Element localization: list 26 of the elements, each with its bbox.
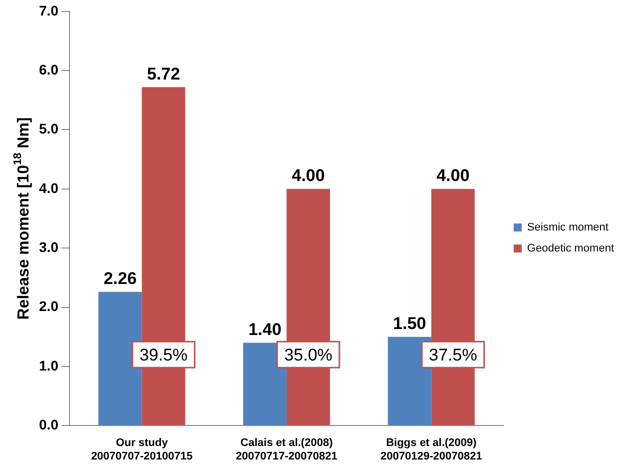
y-tick-label: 2.0	[38, 298, 59, 314]
annotation: 39.5%	[139, 345, 188, 364]
y-tick-label: 1.0	[38, 357, 59, 374]
legend-label: Seismic moment	[527, 222, 608, 234]
data-label: 5.72	[146, 64, 180, 84]
data-label: 1.40	[248, 320, 282, 339]
y-tick-label: 3.0	[38, 238, 59, 255]
data-label: 4.00	[292, 166, 325, 186]
x-tick-label: Biggs et al.(2009) 20070129-20070821	[380, 437, 482, 462]
bar	[98, 292, 142, 426]
y-tick-label: 0.0	[38, 416, 59, 432]
data-label: 1.50	[393, 314, 426, 334]
data-label: 2.26	[104, 269, 137, 288]
x-tick-label: Our study 20070707-20100715	[91, 437, 193, 462]
annotation: 35.0%	[284, 345, 332, 364]
bar	[388, 336, 432, 426]
y-tick-label: 7.0	[38, 2, 59, 18]
y-axis-title: Release moment [1018 Nm]	[12, 117, 32, 320]
y-tick-label: 5.0	[38, 120, 59, 137]
y-tick-label: 4.0	[38, 180, 59, 196]
x-tick-label: Calais et al.(2008) 20070717-20070821	[236, 437, 338, 462]
legend-label: Geodetic moment	[527, 242, 614, 255]
y-tick-label: 6.0	[38, 61, 59, 78]
bar	[243, 342, 287, 426]
data-label: 4.00	[436, 166, 470, 186]
annotation: 37.5%	[428, 345, 478, 364]
